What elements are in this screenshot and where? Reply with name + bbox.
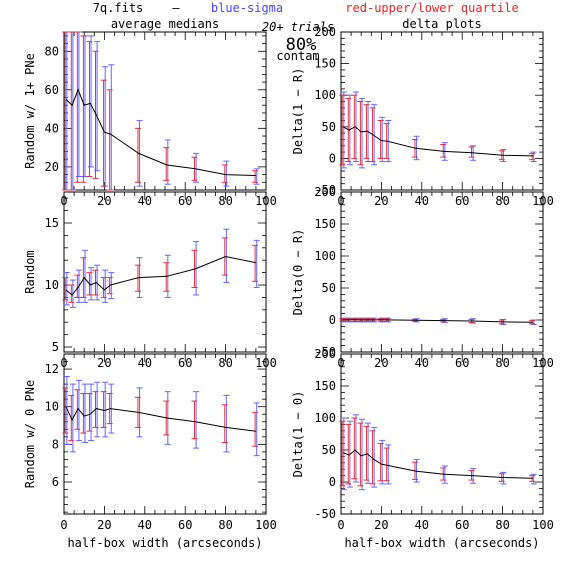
y-tick-label: 8 — [52, 437, 59, 451]
legend-red-quartile: red-upper/lower quartile — [345, 1, 518, 15]
y-tick-label: 40 — [45, 121, 59, 135]
median-line — [65, 255, 257, 296]
median-line — [342, 319, 533, 323]
panel-title-right: delta plots — [402, 17, 481, 31]
trials-label: 20+ trials — [262, 20, 334, 34]
y-tick-label: 100 — [314, 411, 336, 425]
x-tick-label: 40 — [415, 518, 429, 532]
x-tick-label: 80 — [495, 518, 509, 532]
y-tick-label: 6 — [52, 475, 59, 489]
y-tick-label: 10 — [45, 400, 59, 414]
plot-frame — [63, 191, 267, 353]
y-tick-label: 50 — [322, 281, 336, 295]
y-tick-label: 50 — [322, 443, 336, 457]
y-tick-label: 20 — [45, 160, 59, 174]
x-tick-label: 0 — [337, 518, 344, 532]
median-line — [342, 126, 533, 157]
x-tick-label: 20 — [374, 356, 388, 370]
y-tick-label: -50 — [314, 507, 336, 521]
panel-p5: 0 20 40 60 80 100 6 8 10 12 Random w/ 0 PNe — [23, 353, 277, 532]
y-axis-label: Random — [23, 250, 37, 293]
median-line — [65, 88, 256, 176]
x-tick-label: 60 — [178, 356, 192, 370]
x-tick-label: 60 — [455, 518, 469, 532]
x-tick-label: 20 — [97, 356, 111, 370]
x-tick-label: 20 — [97, 194, 111, 208]
y-tick-label: 0 — [329, 151, 336, 165]
y-axis-label: Delta(0 − R) — [291, 229, 305, 316]
plot-frame — [63, 353, 267, 515]
x-tick-label: 60 — [178, 518, 192, 532]
y-tick-label: 80 — [45, 44, 59, 58]
x-tick-label: 80 — [218, 356, 232, 370]
x-tick-label: 0 — [60, 518, 67, 532]
x-tick-label: 40 — [138, 518, 152, 532]
panel-title-left: average medians — [111, 17, 219, 31]
x-tick-label: 60 — [178, 194, 192, 208]
contamination-label: contam — [276, 49, 319, 63]
median-line — [342, 449, 533, 479]
y-tick-label: 10 — [45, 278, 59, 292]
y-tick-label: 12 — [45, 362, 59, 376]
legend-blue-sigma: blue-sigma — [211, 1, 283, 15]
xlabel-right: half-box width (arcseconds) — [344, 536, 539, 550]
y-tick-label: -50 — [314, 183, 336, 197]
x-tick-label: 80 — [218, 518, 232, 532]
x-tick-label: 80 — [495, 356, 509, 370]
y-tick-label: 200 — [314, 347, 336, 361]
plot-frame — [340, 191, 544, 353]
x-tick-label: 80 — [495, 194, 509, 208]
y-tick-label: 60 — [45, 83, 59, 97]
y-tick-label: 200 — [314, 25, 336, 39]
x-tick-label: 40 — [138, 194, 152, 208]
plot-frame — [340, 31, 544, 191]
x-tick-label: 40 — [415, 194, 429, 208]
y-axis-label: Random w/ 1+ PNe — [23, 53, 37, 169]
x-tick-label: 100 — [255, 518, 277, 532]
y-tick-label: 15 — [45, 216, 59, 230]
y-tick-label: 5 — [52, 340, 59, 354]
y-tick-label: 50 — [322, 120, 336, 134]
y-axis-label: Random w/ 0 PNe — [23, 380, 37, 488]
x-tick-label: 40 — [415, 356, 429, 370]
plot-frame — [340, 353, 544, 515]
y-tick-label: 150 — [314, 379, 336, 393]
x-tick-label: 60 — [455, 194, 469, 208]
file-label: 7q.fits — [93, 1, 144, 15]
x-tick-label: 20 — [97, 518, 111, 532]
y-tick-label: 150 — [314, 217, 336, 231]
x-tick-label: 100 — [532, 518, 554, 532]
y-tick-label: 0 — [329, 313, 336, 327]
y-tick-label: 100 — [314, 88, 336, 102]
y-axis-label: Delta(1 − R) — [291, 68, 305, 155]
y-tick-label: 100 — [314, 249, 336, 263]
xlabel-left: half-box width (arcseconds) — [67, 536, 262, 550]
x-tick-label: 20 — [374, 194, 388, 208]
y-axis-label: Delta(1 − 0) — [291, 391, 305, 478]
x-tick-label: 80 — [218, 194, 232, 208]
y-tick-label: 150 — [314, 57, 336, 71]
legend-dash: — — [172, 1, 180, 15]
x-tick-label: 40 — [138, 356, 152, 370]
y-tick-label: 200 — [314, 185, 336, 199]
y-tick-label: -50 — [314, 345, 336, 359]
x-tick-label: 60 — [455, 356, 469, 370]
median-line — [65, 406, 256, 432]
contamination-percent: 80% — [286, 35, 317, 55]
x-tick-label: 20 — [374, 518, 388, 532]
y-tick-label: 0 — [329, 475, 336, 489]
